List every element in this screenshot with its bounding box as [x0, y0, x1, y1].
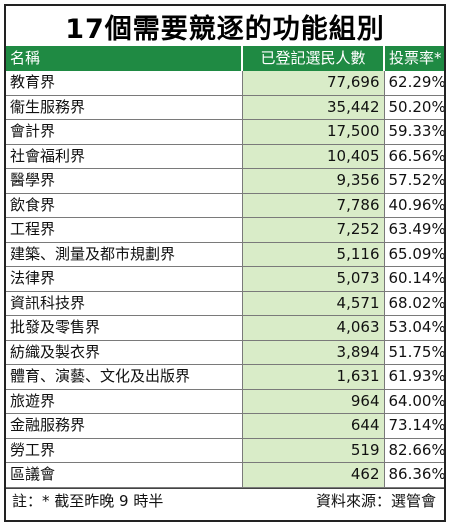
- row-registered-voters: 4,063: [241, 315, 385, 341]
- table-row: 批發及零售界 4,063 53.04%: [6, 315, 444, 341]
- row-turnout: 60.14%: [384, 266, 444, 292]
- table-row: 會計界 17,500 59.33%: [6, 119, 444, 145]
- header-row: 名稱 已登記選民人數 投票率*: [6, 46, 444, 71]
- table-footer: 註：* 截至昨晚 9 時半 資料來源：選管會: [6, 487, 444, 513]
- table-row: 醫學界 9,356 57.52%: [6, 168, 444, 194]
- row-name: 法律界: [6, 266, 242, 292]
- table-row: 紡織及製衣界 3,894 51.75%: [6, 340, 444, 365]
- row-registered-voters: 1,631: [241, 364, 385, 390]
- table-body: 教育界 77,696 62.29% 衞生服務界 35,442 50.20% 會計界 17,50…: [6, 70, 444, 488]
- row-name: 會計界: [6, 119, 242, 145]
- row-name: 紡織及製衣界: [6, 340, 242, 365]
- row-name: 資訊科技界: [6, 291, 242, 316]
- row-registered-voters: 10,405: [241, 144, 385, 169]
- row-turnout: 64.00%: [384, 389, 444, 414]
- row-turnout: 40.96%: [384, 193, 444, 218]
- row-turnout: 51.75%: [384, 340, 444, 365]
- row-turnout: 66.56%: [384, 144, 444, 169]
- row-name: 金融服務界: [6, 413, 242, 439]
- row-registered-voters: 7,252: [241, 217, 385, 243]
- header-turnout: 投票率*: [383, 46, 444, 71]
- header-name: 名稱: [6, 46, 242, 71]
- row-turnout: 59.33%: [384, 119, 444, 145]
- table-row: 金融服務界 644 73.14%: [6, 413, 444, 439]
- row-registered-voters: 9,356: [241, 168, 385, 194]
- row-registered-voters: 644: [241, 413, 385, 439]
- row-name: 旅遊界: [6, 389, 242, 414]
- row-registered-voters: 77,696: [241, 70, 385, 96]
- row-turnout: 82.66%: [384, 438, 444, 463]
- row-registered-voters: 17,500: [241, 119, 385, 145]
- table-row: 衞生服務界 35,442 50.20%: [6, 95, 444, 120]
- row-turnout: 63.49%: [384, 217, 444, 243]
- table-row: 建築、測量及都市規劃界 5,116 65.09%: [6, 242, 444, 267]
- table-row: 社會福利界 10,405 66.56%: [6, 144, 444, 169]
- table-row: 勞工界 519 82.66%: [6, 438, 444, 463]
- row-turnout: 65.09%: [384, 242, 444, 267]
- footnote: 註：* 截至昨晚 9 時半: [12, 492, 164, 510]
- table-row: 飲食界 7,786 40.96%: [6, 193, 444, 218]
- row-name: 建築、測量及都市規劃界: [6, 242, 242, 267]
- row-turnout: 86.36%: [384, 462, 444, 488]
- row-name: 衞生服務界: [6, 95, 242, 120]
- row-registered-voters: 519: [241, 438, 385, 463]
- table-row: 法律界 5,073 60.14%: [6, 266, 444, 292]
- table-row: 教育界 77,696 62.29%: [6, 70, 444, 96]
- row-name: 勞工界: [6, 438, 242, 463]
- row-name: 社會福利界: [6, 144, 242, 169]
- table-row: 工程界 7,252 63.49%: [6, 217, 444, 243]
- row-turnout: 61.93%: [384, 364, 444, 390]
- row-name: 批發及零售界: [6, 315, 242, 341]
- table-row: 體育、演藝、文化及出版界 1,631 61.93%: [6, 364, 444, 390]
- header-registered-voters: 已登記選民人數: [241, 46, 384, 71]
- row-registered-voters: 5,116: [241, 242, 385, 267]
- row-registered-voters: 462: [241, 462, 385, 488]
- row-turnout: 62.29%: [384, 70, 444, 96]
- row-turnout: 53.04%: [384, 315, 444, 341]
- row-registered-voters: 964: [241, 389, 385, 414]
- table-row: 資訊科技界 4,571 68.02%: [6, 291, 444, 316]
- row-name: 工程界: [6, 217, 242, 243]
- functional-constituency-table: 名稱 已登記選民人數 投票率* 教育界 77,696 62.29% 衞生服務界 35,4…: [6, 46, 444, 488]
- row-turnout: 50.20%: [384, 95, 444, 120]
- row-turnout: 57.52%: [384, 168, 444, 194]
- row-registered-voters: 35,442: [241, 95, 385, 120]
- table-row: 旅遊界 964 64.00%: [6, 389, 444, 414]
- row-registered-voters: 5,073: [241, 266, 385, 292]
- row-registered-voters: 3,894: [241, 340, 385, 365]
- row-turnout: 68.02%: [384, 291, 444, 316]
- table-title: 17個需要競逐的功能組別: [65, 13, 385, 45]
- row-name: 教育界: [6, 70, 242, 96]
- row-name: 醫學界: [6, 168, 242, 194]
- table-row: 區議會 462 86.36%: [6, 462, 444, 488]
- row-name: 飲食界: [6, 193, 242, 218]
- source-note: 資料來源：選管會: [315, 492, 436, 510]
- row-registered-voters: 7,786: [241, 193, 385, 218]
- row-turnout: 73.14%: [384, 413, 444, 439]
- row-name: 體育、演藝、文化及出版界: [6, 364, 242, 390]
- row-registered-voters: 4,571: [241, 291, 385, 316]
- row-name: 區議會: [6, 462, 242, 488]
- table-card: 17個需要競逐的功能組別 名稱 已登記選民人數 投票率* 教育界 77,696 62…: [4, 4, 446, 522]
